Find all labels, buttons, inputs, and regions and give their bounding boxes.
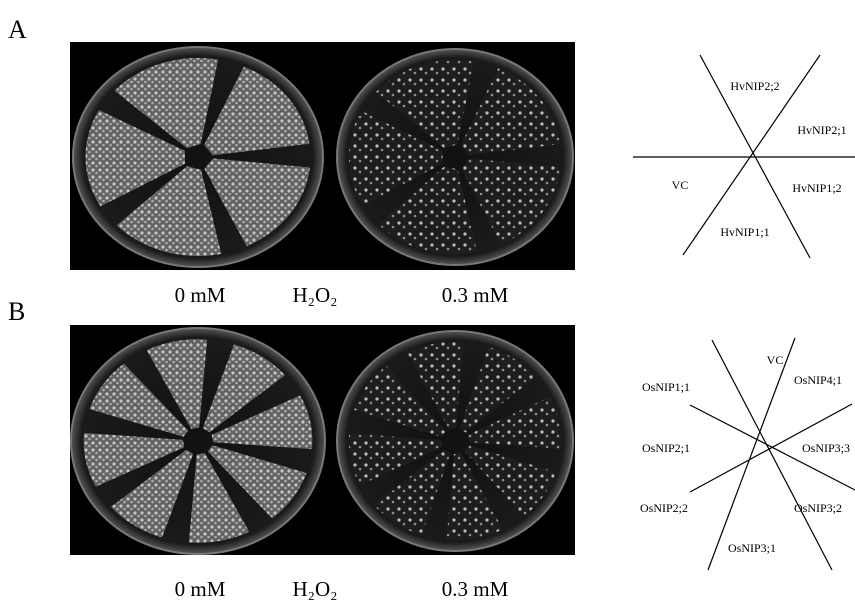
caption: 0.3 mM xyxy=(442,283,509,307)
diagram-label: HvNIP1;2 xyxy=(792,181,841,195)
caption: H₂O₂ xyxy=(293,577,338,601)
diagram-label: OsNIP3;3 xyxy=(802,441,850,455)
panel-label: A xyxy=(8,15,27,44)
diagram-label: VC xyxy=(767,353,784,367)
caption: H₂O₂ xyxy=(293,283,338,307)
diagram-label: OsNIP3;1 xyxy=(728,541,776,555)
diagram-label: HvNIP2;2 xyxy=(730,79,779,93)
diagram-label: OsNIP2;1 xyxy=(642,441,690,455)
diagram-label: OsNIP2;2 xyxy=(640,501,688,515)
figure: A 0 mM H₂O₂ 0.3 mM HvNIP2;2 HvNIP2;1 VC … xyxy=(0,0,855,605)
diagram-label: HvNIP1;1 xyxy=(720,225,769,239)
diagram: HvNIP2;2 HvNIP2;1 VC HvNIP1;2 HvNIP1;1 xyxy=(633,55,855,258)
caption: 0 mM xyxy=(175,283,226,307)
diagram-label: OsNIP1;1 xyxy=(642,380,690,394)
caption: 0 mM xyxy=(175,577,226,601)
diagram-label: OsNIP3;2 xyxy=(794,501,842,515)
caption: 0.3 mM xyxy=(442,577,509,601)
divider xyxy=(708,338,795,570)
diagram: VC OsNIP4;1 OsNIP1;1 OsNIP3;3 OsNIP2;1 O… xyxy=(640,338,855,570)
diagram-label: VC xyxy=(672,178,689,192)
panel-label: B xyxy=(8,297,25,326)
diagram-label: OsNIP4;1 xyxy=(794,373,842,387)
diagram-label: HvNIP2;1 xyxy=(797,123,846,137)
